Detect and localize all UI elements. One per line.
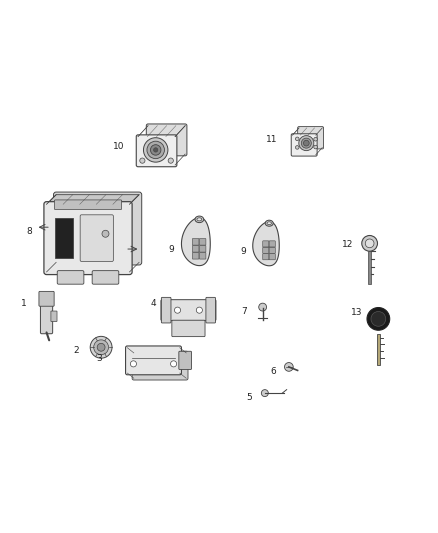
FancyBboxPatch shape (269, 254, 275, 260)
Ellipse shape (197, 218, 202, 221)
Circle shape (261, 390, 268, 397)
FancyBboxPatch shape (146, 124, 187, 156)
FancyBboxPatch shape (44, 201, 132, 274)
FancyBboxPatch shape (39, 292, 54, 306)
Text: 9: 9 (168, 245, 174, 254)
Circle shape (150, 144, 161, 155)
Polygon shape (377, 334, 380, 365)
Text: 11: 11 (265, 135, 277, 144)
FancyBboxPatch shape (206, 297, 215, 323)
Circle shape (314, 146, 318, 149)
FancyBboxPatch shape (80, 215, 113, 261)
FancyBboxPatch shape (192, 246, 199, 252)
FancyBboxPatch shape (51, 311, 57, 321)
Text: 13: 13 (351, 308, 362, 317)
FancyBboxPatch shape (92, 271, 119, 284)
Text: 5: 5 (246, 393, 251, 402)
Circle shape (131, 361, 137, 367)
Text: 1: 1 (21, 299, 27, 308)
FancyBboxPatch shape (199, 246, 206, 252)
Circle shape (362, 236, 378, 251)
FancyBboxPatch shape (161, 300, 216, 321)
Circle shape (90, 336, 112, 358)
FancyBboxPatch shape (192, 253, 199, 259)
Circle shape (153, 148, 158, 152)
Text: 3: 3 (96, 354, 102, 362)
FancyBboxPatch shape (132, 351, 188, 380)
FancyBboxPatch shape (40, 304, 53, 334)
Text: 9: 9 (240, 247, 246, 256)
Circle shape (301, 138, 311, 148)
FancyBboxPatch shape (161, 297, 171, 323)
Circle shape (174, 307, 180, 313)
Circle shape (170, 361, 177, 367)
FancyBboxPatch shape (172, 320, 205, 337)
FancyBboxPatch shape (269, 241, 275, 247)
Ellipse shape (265, 220, 273, 226)
Circle shape (296, 137, 299, 141)
Circle shape (140, 158, 145, 163)
Circle shape (196, 307, 202, 313)
Polygon shape (253, 222, 279, 266)
FancyBboxPatch shape (126, 346, 181, 375)
Text: 10: 10 (113, 142, 124, 151)
Polygon shape (46, 195, 139, 204)
FancyBboxPatch shape (291, 134, 317, 156)
Circle shape (299, 135, 314, 151)
Circle shape (304, 140, 309, 146)
Ellipse shape (267, 222, 272, 224)
Text: 2: 2 (73, 346, 78, 355)
FancyBboxPatch shape (269, 247, 275, 253)
Polygon shape (181, 217, 210, 265)
FancyBboxPatch shape (199, 239, 206, 245)
Ellipse shape (367, 308, 390, 330)
Text: 6: 6 (271, 367, 276, 376)
FancyBboxPatch shape (263, 254, 269, 260)
Circle shape (285, 362, 293, 372)
FancyBboxPatch shape (57, 271, 84, 284)
Circle shape (168, 158, 173, 163)
Circle shape (102, 230, 109, 237)
Text: 7: 7 (241, 307, 247, 316)
Circle shape (259, 303, 267, 311)
FancyBboxPatch shape (199, 253, 206, 259)
Ellipse shape (371, 311, 386, 326)
FancyBboxPatch shape (298, 127, 324, 149)
Bar (368, 251, 371, 284)
Circle shape (365, 239, 374, 248)
Ellipse shape (195, 216, 204, 223)
Circle shape (296, 146, 299, 149)
Circle shape (144, 138, 168, 162)
Text: 12: 12 (342, 240, 353, 249)
FancyBboxPatch shape (53, 192, 142, 265)
Text: 8: 8 (26, 227, 32, 236)
FancyBboxPatch shape (54, 200, 122, 209)
FancyBboxPatch shape (179, 351, 191, 369)
Circle shape (94, 340, 109, 354)
FancyBboxPatch shape (263, 247, 269, 253)
FancyBboxPatch shape (192, 239, 199, 245)
Circle shape (97, 343, 105, 351)
Circle shape (147, 141, 164, 159)
Bar (55, 219, 73, 258)
Circle shape (314, 138, 318, 141)
FancyBboxPatch shape (136, 135, 177, 167)
FancyBboxPatch shape (263, 241, 269, 247)
Text: 4: 4 (151, 299, 156, 308)
